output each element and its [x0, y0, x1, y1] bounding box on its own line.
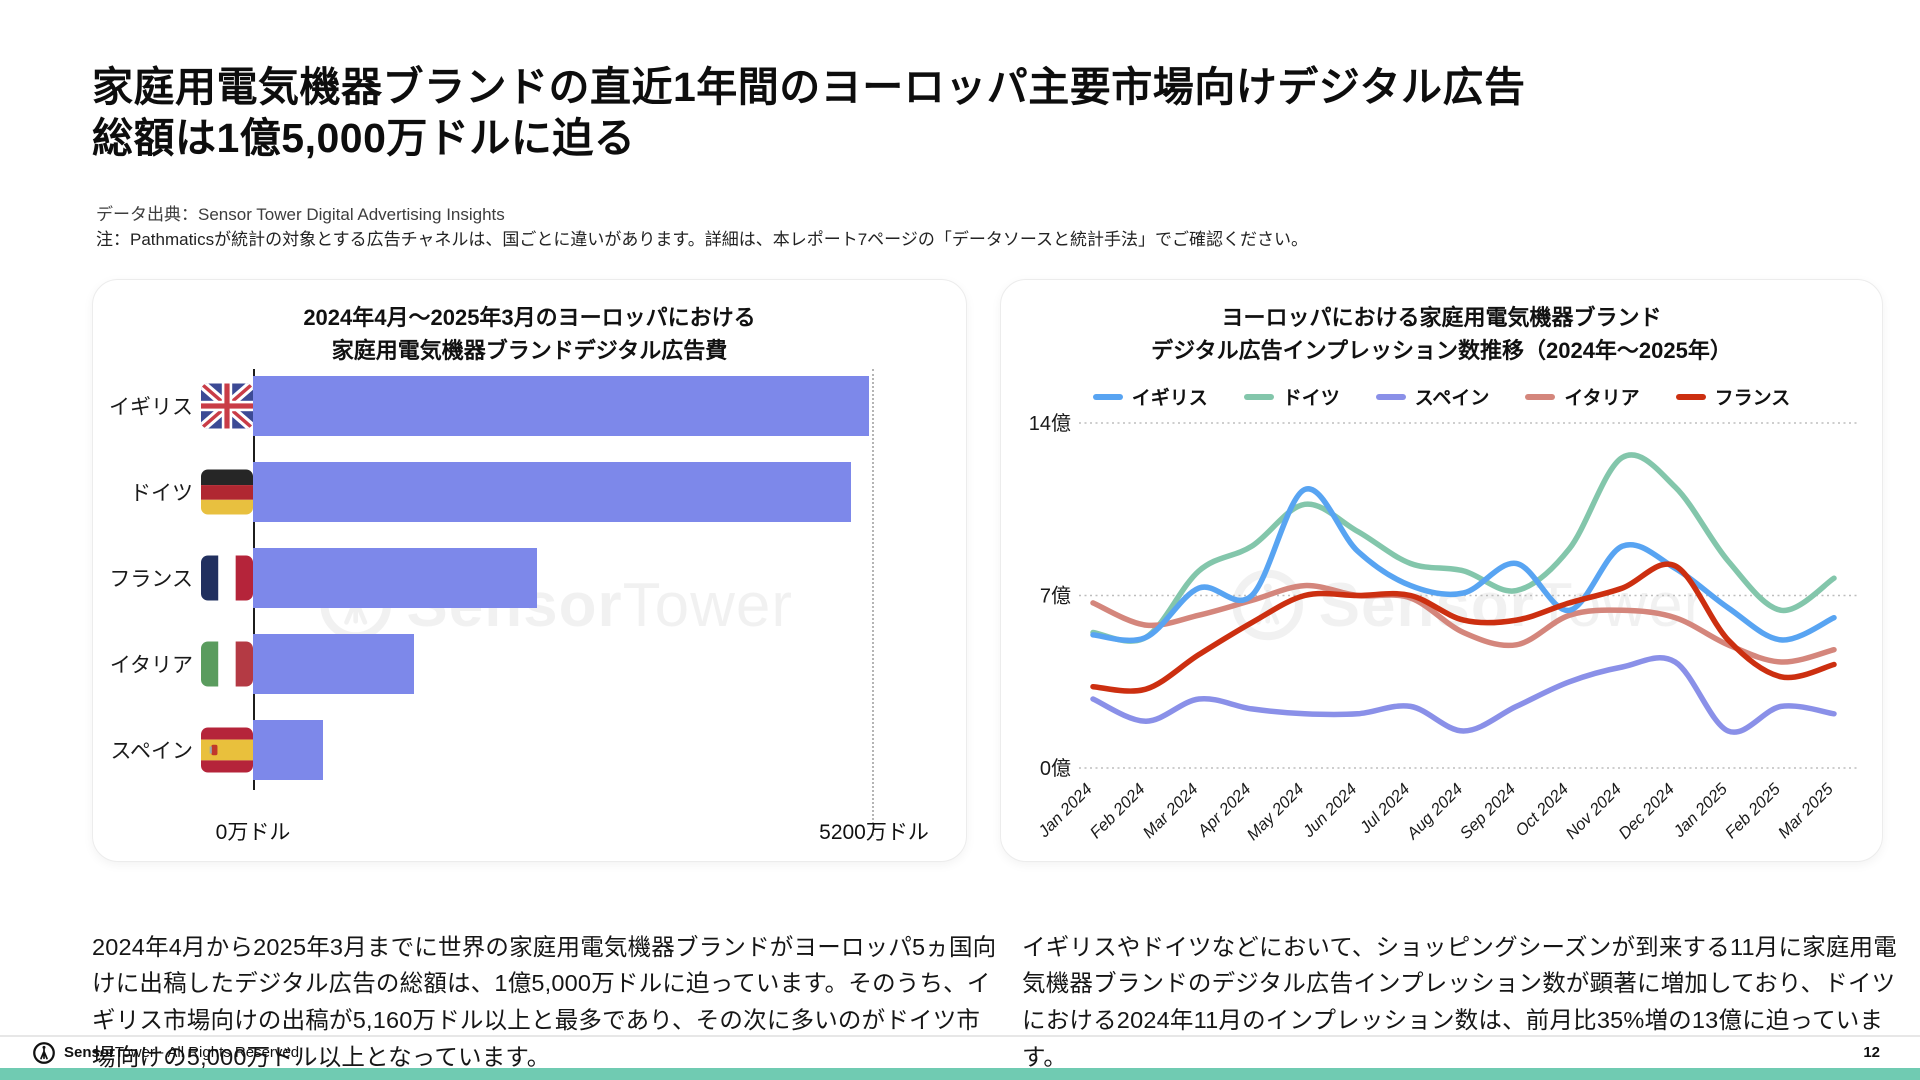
- line-series: [1090, 561, 1837, 694]
- svg-text:Mar 2024: Mar 2024: [1140, 780, 1202, 842]
- axis-min-label: 0万ドル: [215, 821, 291, 844]
- legend-item: フランス: [1675, 383, 1791, 410]
- legend-label: イギリス: [1131, 388, 1208, 409]
- de-flag-icon: [201, 468, 253, 516]
- bar-chart-title-line2: 家庭用電気機器ブランドデジタル広告費: [331, 338, 728, 363]
- bar-row-es: スペイン: [105, 720, 874, 780]
- data-source-note: データ出典：Sensor Tower Digital Advertising I…: [96, 205, 505, 224]
- line-chart-title: ヨーロッパにおける家庭用電気機器ブランド デジタル広告インプレッション数推移（2…: [1001, 301, 1882, 367]
- bar-category-label: イギリス: [109, 396, 193, 419]
- legend-item: スペイン: [1375, 383, 1490, 410]
- bar-track: [253, 376, 874, 436]
- svg-text:Mar 2025: Mar 2025: [1775, 780, 1838, 843]
- bar-row-gb: イギリス: [105, 376, 874, 436]
- methodology-note: 注：Pathmaticsが統計の対象とする広告チャネルは、国ごとに違いがあります…: [96, 230, 1308, 249]
- sensor-tower-logo-icon: [32, 1041, 56, 1065]
- hbar-rows: イギリス ドイツ フランス イタリア スペイン: [105, 369, 874, 836]
- bar-fr: [253, 548, 538, 608]
- legend-label: ドイツ: [1282, 388, 1340, 409]
- svg-text:Sep 2024: Sep 2024: [1457, 780, 1520, 843]
- line-chart-title-line2: デジタル広告インプレッション数推移（2024年〜2025年）: [1151, 338, 1732, 363]
- bar-es: [253, 720, 324, 780]
- ad-spend-chart-card: 2024年4月〜2025年3月のヨーロッパにおける 家庭用電気機器ブランドデジタ…: [92, 279, 967, 862]
- bar-track: [253, 634, 874, 694]
- svg-text:May 2024: May 2024: [1244, 780, 1308, 844]
- legend-item: イタリア: [1525, 383, 1640, 410]
- svg-text:Jan 2025: Jan 2025: [1670, 780, 1732, 842]
- legend-dash-icon: [1675, 393, 1706, 400]
- svg-text:Nov 2024: Nov 2024: [1562, 780, 1625, 843]
- accent-bottom-bar: [0, 1068, 1920, 1080]
- es-flag-icon: [201, 726, 253, 774]
- bar-chart-max-gridline: [872, 369, 874, 836]
- bar-gb: [253, 376, 870, 436]
- it-flag-icon: [201, 640, 253, 688]
- bar-chart-axis-labels: 0万ドル 5200万ドル: [105, 816, 929, 846]
- bar-chart-title: 2024年4月〜2025年3月のヨーロッパにおける 家庭用電気機器ブランドデジタ…: [93, 301, 966, 367]
- line-series: [1090, 655, 1837, 735]
- bar-category-label: スペイン: [110, 740, 193, 763]
- svg-text:Jun 2024: Jun 2024: [1299, 780, 1360, 841]
- legend-dash-icon: [1092, 393, 1123, 400]
- bar-category-label: フランス: [109, 568, 193, 591]
- legend-label: フランス: [1714, 388, 1791, 409]
- legend-label: イタリア: [1564, 388, 1640, 409]
- impressions-chart-card: ヨーロッパにおける家庭用電気機器ブランド デジタル広告インプレッション数推移（2…: [1000, 279, 1883, 862]
- legend-label: スペイン: [1414, 388, 1490, 409]
- gb-flag-icon: [201, 382, 253, 430]
- bar-it: [253, 634, 415, 694]
- bar-track: [253, 720, 874, 780]
- svg-text:Feb 2024: Feb 2024: [1087, 780, 1149, 842]
- footer-brand: SensorTower - All Rights Reserved: [32, 1041, 299, 1065]
- line-series: [1090, 452, 1837, 644]
- legend-item: イギリス: [1092, 383, 1208, 410]
- bar-category-label: イタリア: [109, 654, 193, 677]
- bar-de: [253, 462, 852, 522]
- svg-text:Aug 2024: Aug 2024: [1403, 780, 1466, 843]
- bar-category-label: ドイツ: [130, 482, 193, 505]
- legend-dash-icon: [1525, 393, 1556, 400]
- legend-item: ドイツ: [1243, 383, 1340, 410]
- svg-text:Jan 2024: Jan 2024: [1034, 780, 1095, 841]
- bar-track: [253, 548, 874, 608]
- footer-text: SensorTower - All Rights Reserved: [64, 1044, 300, 1061]
- line-chart-legend: イギリス ドイツ スペイン イタリア フランス: [1001, 383, 1882, 410]
- svg-text:Dec 2024: Dec 2024: [1615, 780, 1678, 843]
- line-chart-title-line1: ヨーロッパにおける家庭用電気機器ブランド: [1221, 305, 1662, 330]
- line-series: [1090, 486, 1837, 644]
- footer: SensorTower - All Rights Reserved 12: [0, 1035, 1920, 1068]
- bar-row-it: イタリア: [105, 634, 874, 694]
- svg-text:7億: 7億: [1040, 585, 1071, 608]
- bar-track: [253, 462, 874, 522]
- bar-chart-title-line1: 2024年4月〜2025年3月のヨーロッパにおける: [303, 305, 756, 330]
- right-insight-paragraph: イギリスやドイツなどにおいて、ショッピングシーズンが到来する11月に家庭用電気機…: [1022, 933, 1897, 1071]
- page-number: 12: [1863, 1044, 1880, 1061]
- svg-text:Feb 2025: Feb 2025: [1722, 780, 1785, 843]
- bar-row-fr: フランス: [105, 548, 874, 608]
- page-title: 家庭用電気機器ブランドの直近1年間のヨーロッパ主要市場向けデジタル広告総額は1億…: [92, 64, 1526, 162]
- svg-text:14億: 14億: [1029, 412, 1071, 435]
- fr-flag-icon: [201, 554, 253, 602]
- svg-text:0億: 0億: [1040, 757, 1071, 780]
- legend-dash-icon: [1243, 393, 1274, 400]
- bar-row-de: ドイツ: [105, 462, 874, 522]
- legend-dash-icon: [1375, 393, 1406, 400]
- axis-max-label: 5200万ドル: [819, 821, 929, 844]
- left-insight-paragraph: 2024年4月から2025年3月までに世界の家庭用電気機器ブランドがヨーロッパ5…: [92, 933, 997, 1071]
- line-series: [1090, 582, 1837, 665]
